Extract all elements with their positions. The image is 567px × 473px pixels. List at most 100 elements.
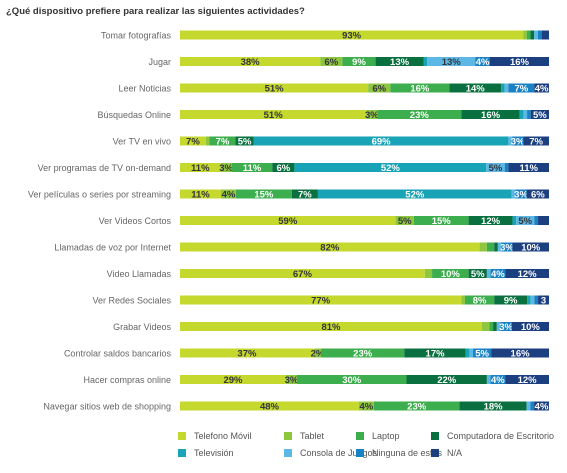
category-label: Leer Noticias [118, 84, 171, 94]
bar-segment [489, 57, 549, 66]
bar-segment [377, 110, 462, 119]
bar-segment [461, 295, 465, 305]
data-label: 8% [473, 296, 487, 307]
bar-segment [523, 110, 528, 119]
bar-segment [508, 83, 535, 93]
bar-segment [205, 136, 210, 146]
bar-segment [486, 269, 491, 278]
bar-segment [530, 30, 535, 40]
category-label: Tomar fotografías [101, 31, 172, 41]
data-label: 14% [466, 84, 486, 95]
chart-title: ¿Qué dispositivo prefiere para realizar … [6, 6, 305, 17]
bar-segment [180, 269, 425, 278]
bar-segment [534, 83, 549, 93]
data-label: 15% [254, 190, 274, 201]
data-label: 12% [481, 216, 501, 227]
bar-segment [500, 322, 512, 331]
bar-segment [235, 136, 254, 146]
bar-segment [180, 401, 359, 411]
bar-segment [496, 322, 501, 331]
bar-segment [180, 242, 480, 252]
data-label: 4% [476, 57, 490, 68]
data-label: 12% [518, 269, 538, 280]
data-label: 7% [216, 137, 230, 148]
bar-segment [180, 216, 396, 225]
bar-segment [373, 401, 460, 411]
bar-segment [505, 269, 549, 278]
data-label: 16% [510, 57, 530, 68]
data-label: 51% [264, 110, 284, 121]
data-label: 5% [238, 137, 252, 148]
bar-segment [180, 322, 482, 331]
data-label: 7% [298, 190, 312, 201]
bar-segment [508, 136, 513, 146]
bar-segment [180, 295, 462, 305]
bar-segment [490, 269, 506, 278]
bar-segment [541, 30, 549, 40]
bar-segment [468, 269, 487, 278]
category-label: Ver TV en vivo [113, 137, 171, 147]
bar-segment [180, 375, 286, 384]
data-label: 29% [223, 375, 243, 386]
bar-segment [538, 216, 549, 225]
data-label: 6% [276, 163, 290, 174]
data-label: 4% [491, 375, 505, 386]
bar-segment [511, 322, 549, 331]
data-label: 2% [311, 349, 325, 360]
data-label: 4% [535, 84, 549, 95]
data-label: 3% [285, 375, 299, 386]
bar-segment [530, 401, 535, 411]
bar-segment [221, 189, 236, 199]
data-label: 11% [191, 190, 210, 201]
bar-segment [512, 216, 517, 225]
bar-segment [449, 83, 502, 93]
data-label: 4% [535, 402, 549, 413]
bar-segment [512, 136, 524, 146]
legend-label: Tablet [300, 431, 325, 441]
data-label: 3% [499, 322, 513, 333]
data-label: 11% [243, 163, 262, 174]
bar-segment [534, 401, 549, 411]
bar-segment [313, 348, 322, 358]
data-label: 59% [278, 216, 298, 227]
legend-item: Laptop [356, 431, 400, 441]
data-label: 18% [484, 402, 504, 413]
data-label: 5% [471, 269, 485, 280]
bar-segment [537, 30, 542, 40]
bar-segment [475, 57, 490, 66]
data-label: 3% [511, 137, 525, 148]
data-label: 67% [293, 269, 313, 280]
bar-segment [294, 163, 487, 172]
data-label: 81% [321, 322, 341, 333]
bar-segment [285, 375, 297, 384]
bar-segment [530, 110, 549, 119]
bar-segment [481, 322, 490, 331]
bar-segment [511, 189, 516, 199]
data-label: 3 [541, 296, 546, 307]
category-label: Ver Redes Sociales [92, 296, 171, 306]
bar-segment [501, 83, 505, 93]
bar-segment [501, 242, 513, 252]
data-label: 3% [514, 190, 528, 201]
category-label: Ver Videos Cortos [99, 216, 172, 226]
bar-segment [180, 163, 221, 172]
bar-segment [423, 57, 428, 66]
bar-segment [530, 295, 535, 305]
bar-segment [479, 242, 487, 252]
bar-segment [180, 110, 367, 119]
bar-segment [519, 110, 524, 119]
bar-segment [515, 189, 527, 199]
bar-segment [320, 57, 343, 66]
data-label: 3% [500, 243, 514, 254]
category-label: Jugar [148, 57, 171, 67]
legend-item: Televisión [178, 448, 234, 458]
legend-item: Consola de Juegos [284, 448, 377, 458]
bar-segment [220, 163, 232, 172]
data-label: 13% [390, 57, 410, 68]
legend-swatch [356, 432, 364, 440]
bar-segment [469, 348, 474, 358]
bar-segment [486, 242, 495, 252]
bar-segment [368, 83, 391, 93]
bar-segment [321, 348, 405, 358]
bar-segment [180, 189, 221, 199]
